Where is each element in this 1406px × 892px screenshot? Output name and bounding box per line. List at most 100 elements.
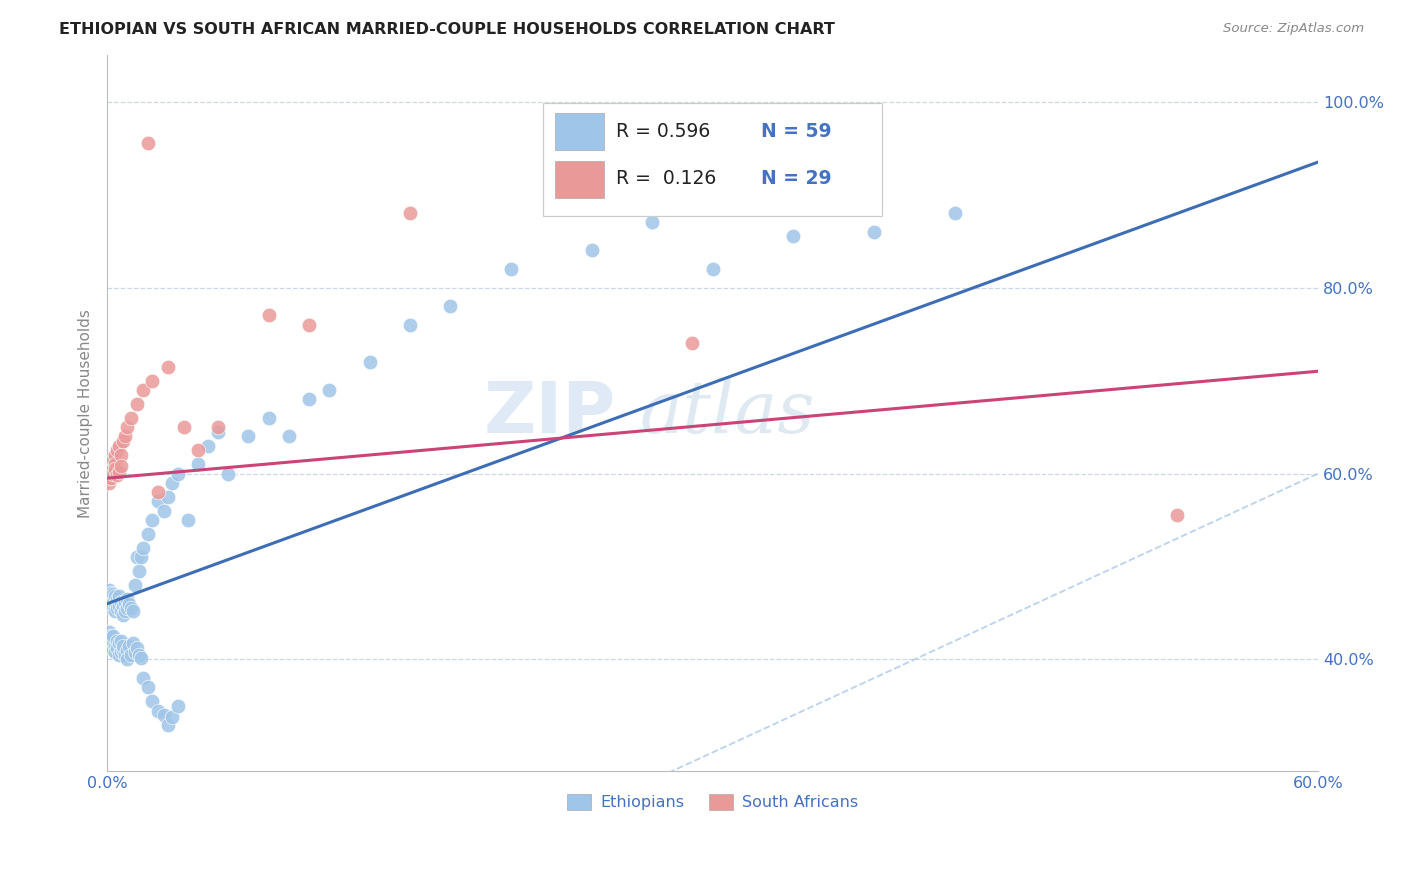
Point — [117, 420, 139, 434]
Point — [128, 648, 150, 662]
Point — [118, 639, 141, 653]
Point — [103, 636, 125, 650]
Point — [104, 448, 127, 462]
Text: R = 0.596: R = 0.596 — [616, 121, 710, 141]
Point — [118, 597, 141, 611]
Point — [98, 582, 121, 597]
Point — [238, 429, 260, 443]
Point — [105, 592, 128, 607]
Point — [141, 694, 163, 708]
Point — [105, 443, 128, 458]
Point — [108, 589, 131, 603]
Point — [105, 601, 128, 615]
Point — [702, 262, 724, 277]
Point — [132, 671, 155, 685]
Point — [187, 457, 209, 471]
Point — [104, 597, 127, 611]
Point — [127, 550, 149, 565]
Point — [166, 467, 188, 481]
Point — [104, 645, 127, 659]
Point — [187, 443, 209, 458]
Point — [197, 439, 219, 453]
Point — [110, 459, 132, 474]
Point — [114, 604, 136, 618]
Point — [782, 229, 804, 244]
Point — [122, 604, 145, 618]
Point — [98, 632, 121, 646]
Point — [141, 374, 163, 388]
Point — [105, 468, 128, 483]
Point — [173, 420, 195, 434]
Point — [112, 607, 135, 622]
Point — [98, 597, 121, 611]
Point — [112, 599, 135, 613]
Text: N = 29: N = 29 — [761, 169, 832, 188]
Point — [146, 485, 169, 500]
Point — [103, 467, 125, 481]
Point — [100, 471, 122, 485]
Point — [108, 599, 131, 613]
Point — [146, 704, 169, 718]
Point — [98, 475, 121, 490]
Point — [110, 645, 132, 659]
FancyBboxPatch shape — [543, 103, 882, 216]
Point — [104, 604, 127, 618]
Point — [863, 225, 886, 239]
Point — [1166, 508, 1188, 523]
Point — [110, 633, 132, 648]
Point — [100, 592, 122, 607]
Point — [117, 592, 139, 607]
Point — [100, 639, 122, 653]
Point — [104, 457, 127, 471]
Point — [136, 136, 159, 151]
Point — [117, 601, 139, 615]
Point — [124, 645, 146, 659]
Point — [141, 513, 163, 527]
Point — [298, 318, 321, 332]
Point — [120, 410, 142, 425]
Point — [943, 206, 966, 220]
Point — [160, 475, 183, 490]
Point — [110, 604, 132, 618]
Point — [103, 587, 125, 601]
Point — [217, 467, 239, 481]
Point — [132, 383, 155, 397]
Point — [108, 465, 131, 479]
Point — [166, 698, 188, 713]
Point — [132, 541, 155, 555]
Y-axis label: Married-couple Households: Married-couple Households — [79, 309, 93, 517]
Point — [103, 643, 125, 657]
Point — [399, 206, 422, 220]
Point — [207, 425, 229, 439]
Point — [277, 429, 299, 443]
Point — [160, 710, 183, 724]
Point — [136, 681, 159, 695]
FancyBboxPatch shape — [555, 161, 603, 198]
Point — [146, 494, 169, 508]
Text: atlas: atlas — [640, 378, 815, 449]
Point — [108, 648, 131, 662]
Point — [681, 336, 703, 351]
Point — [104, 639, 127, 653]
Point — [128, 564, 150, 578]
Point — [207, 420, 229, 434]
Point — [114, 595, 136, 609]
Point — [124, 578, 146, 592]
Point — [100, 629, 122, 643]
Point — [103, 452, 125, 467]
Point — [98, 624, 121, 639]
Text: ETHIOPIAN VS SOUTH AFRICAN MARRIED-COUPLE HOUSEHOLDS CORRELATION CHART: ETHIOPIAN VS SOUTH AFRICAN MARRIED-COUPL… — [59, 22, 835, 37]
Point — [298, 392, 321, 406]
Point — [117, 643, 139, 657]
Point — [103, 599, 125, 613]
Point — [112, 434, 135, 448]
Point — [100, 601, 122, 615]
Point — [499, 262, 522, 277]
Point — [152, 708, 174, 723]
Point — [100, 462, 122, 476]
Point — [108, 439, 131, 453]
Point — [100, 471, 122, 485]
Point — [105, 641, 128, 656]
Point — [112, 643, 135, 657]
Point — [104, 462, 127, 476]
